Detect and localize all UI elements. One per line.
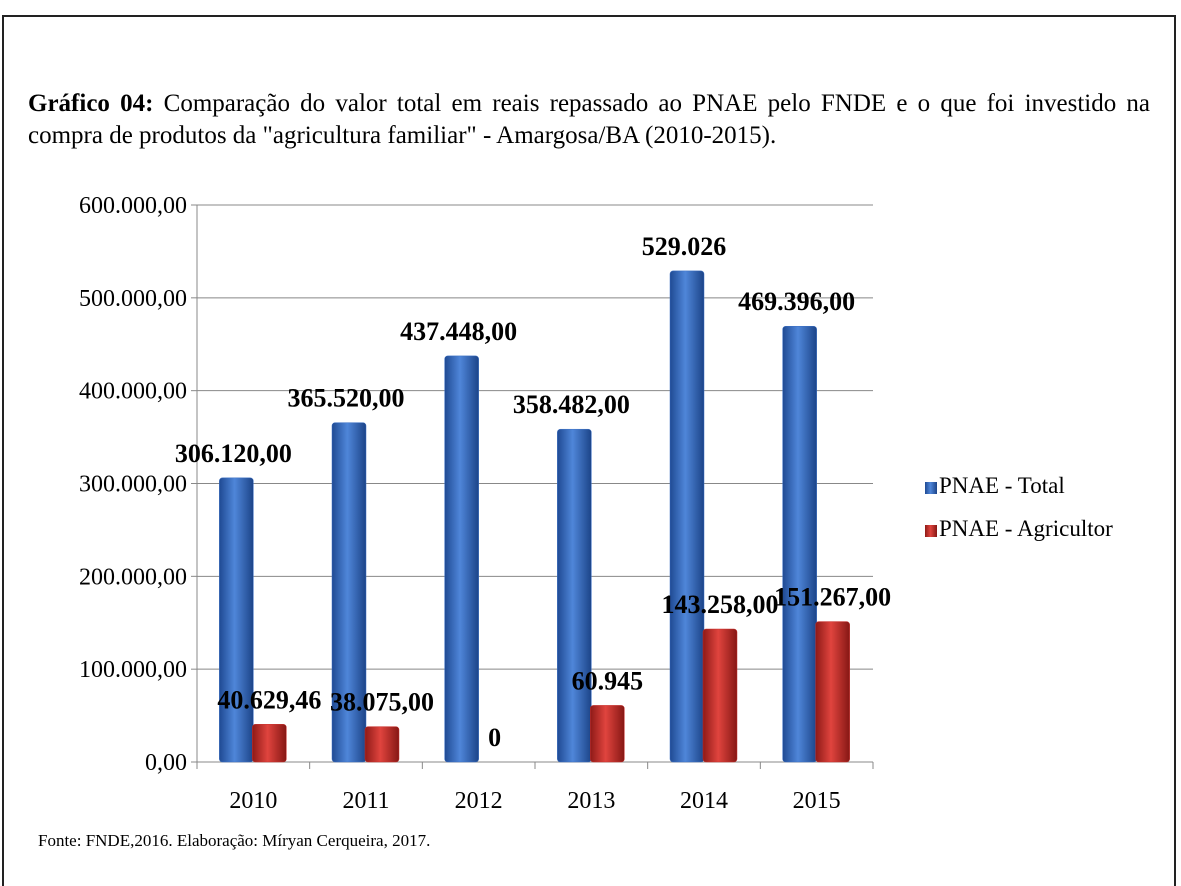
bar [702, 628, 738, 763]
x-tick-label: 2011 [342, 788, 389, 814]
y-tick-label: 100.000,00 [79, 657, 187, 683]
y-tick-label: 0,00 [145, 750, 187, 776]
y-tick-label: 200.000,00 [79, 564, 187, 590]
legend-label: PNAE - Total [939, 473, 1065, 498]
x-tick-label: 2013 [567, 788, 615, 814]
bar [219, 477, 254, 763]
y-tick-label: 400.000,00 [79, 379, 187, 405]
data-label: 151.267,00 [774, 583, 891, 612]
bar [444, 355, 479, 763]
legend-label: PNAE - Agricultor [939, 516, 1113, 541]
bar [782, 325, 817, 763]
x-tick-label: 2014 [680, 788, 728, 814]
data-label: 143.258,00 [662, 590, 779, 619]
x-tick-label: 2010 [229, 788, 277, 814]
y-tick-label: 300.000,00 [79, 472, 187, 498]
bar [331, 422, 367, 763]
data-label: 437.448,00 [400, 317, 517, 346]
legend-swatch [925, 525, 937, 537]
data-label: 40.629,46 [217, 685, 321, 714]
data-label: 60.945 [572, 666, 644, 695]
x-tick-label: 2012 [455, 788, 503, 814]
x-tick-label: 2015 [793, 788, 841, 814]
data-label: 306.120,00 [175, 439, 292, 468]
title-label: Gráfico 04: [28, 90, 154, 117]
y-tick-label: 500.000,00 [79, 286, 187, 312]
bar [252, 724, 287, 763]
data-label: 0 [488, 723, 501, 752]
source: Fonte: FNDE,2016. Elaboração: Míryan Cer… [38, 831, 431, 850]
bar [364, 726, 400, 763]
bar [557, 428, 592, 763]
bar [669, 270, 705, 763]
data-label: 38.075,00 [330, 688, 434, 717]
title-block: Gráfico 04: Comparação do valor total em… [28, 88, 1150, 152]
data-label: 358.482,00 [513, 390, 630, 419]
legend-swatch [925, 482, 937, 494]
data-label: 529.026 [642, 232, 727, 261]
bar [590, 705, 625, 763]
frame [2, 15, 1176, 886]
bar [815, 621, 850, 763]
y-tick-label: 600.000,00 [79, 193, 187, 219]
data-label: 469.396,00 [738, 287, 855, 316]
chart-title: Comparação do valor total em reais repas… [28, 90, 1151, 149]
data-label: 365.520,00 [288, 384, 405, 413]
